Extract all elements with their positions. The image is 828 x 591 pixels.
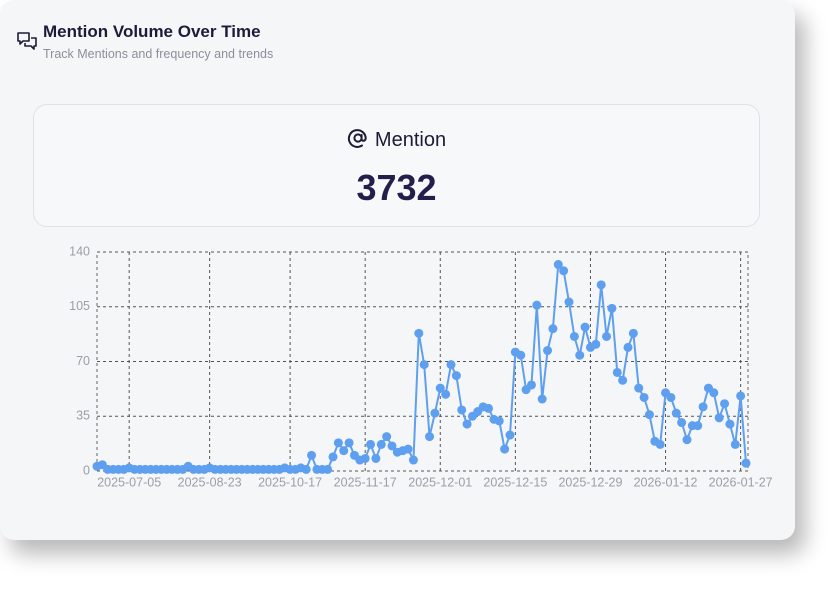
x-tick-label: 2026-01-27 — [709, 475, 773, 489]
point — [360, 453, 370, 463]
point — [720, 399, 730, 409]
point — [671, 408, 681, 418]
x-tick-label: 2025-07-05 — [97, 475, 161, 489]
x-tick-label: 2025-12-29 — [558, 475, 622, 489]
point — [457, 405, 467, 415]
stat-label: Mention — [374, 129, 447, 151]
point — [559, 266, 569, 276]
y-tick-label: 0 — [83, 463, 90, 477]
point — [446, 360, 456, 370]
point — [591, 339, 601, 349]
point — [526, 380, 536, 390]
point — [532, 300, 542, 310]
x-tick-label: 2026-01-12 — [634, 475, 698, 489]
point — [339, 446, 349, 456]
point — [575, 350, 585, 360]
chat-icon — [17, 32, 37, 50]
point — [553, 260, 563, 270]
point — [301, 464, 311, 474]
point — [414, 328, 424, 338]
point — [366, 439, 376, 449]
point — [307, 450, 317, 460]
point — [435, 383, 445, 393]
stat-box: Mention 3732 — [33, 104, 760, 227]
at-icon — [347, 129, 367, 148]
point — [693, 421, 703, 431]
point — [484, 403, 494, 413]
point — [387, 441, 397, 451]
point — [505, 430, 515, 440]
point — [618, 375, 628, 385]
point — [403, 444, 413, 454]
point — [677, 418, 687, 428]
point — [569, 331, 579, 341]
point — [462, 419, 472, 429]
point — [548, 324, 558, 334]
x-tick-label: 2025-10-17 — [258, 475, 322, 489]
point — [607, 303, 617, 313]
point — [612, 367, 622, 377]
point — [516, 350, 526, 360]
point — [666, 392, 676, 402]
point — [371, 453, 381, 463]
point — [639, 392, 649, 402]
point — [494, 416, 504, 426]
point — [564, 297, 574, 307]
point — [644, 410, 654, 420]
subtitle: Track Mentions and frequency and trends — [43, 47, 274, 61]
point — [328, 452, 338, 462]
point — [682, 435, 692, 445]
y-tick-label: 140 — [69, 244, 90, 258]
point — [714, 413, 724, 423]
x-tick-label: 2025-12-01 — [408, 475, 472, 489]
point — [580, 322, 590, 332]
point — [376, 439, 386, 449]
point — [451, 371, 461, 381]
x-tick-label: 2025-12-15 — [483, 475, 547, 489]
point — [736, 391, 746, 401]
point — [623, 342, 633, 352]
point — [730, 439, 740, 449]
point — [602, 331, 612, 341]
point — [430, 408, 440, 418]
point — [741, 458, 751, 468]
point — [655, 439, 665, 449]
y-tick-label: 105 — [69, 299, 90, 313]
point — [333, 438, 343, 448]
stat-label-row: Mention — [34, 127, 759, 152]
y-tick-label: 35 — [76, 409, 90, 423]
point — [500, 444, 510, 454]
point — [537, 394, 547, 404]
title: Mention Volume Over Time — [43, 22, 261, 41]
point — [419, 360, 429, 370]
point — [709, 388, 719, 398]
x-tick-label: 2025-08-23 — [178, 475, 242, 489]
point — [441, 389, 451, 399]
x-tick-label: 2025-11-17 — [334, 475, 397, 489]
point — [382, 432, 392, 442]
point — [425, 432, 435, 442]
point — [323, 464, 333, 474]
point — [543, 346, 553, 356]
stat-value: 3732 — [356, 167, 437, 208]
point — [408, 455, 418, 465]
y-tick-label: 70 — [76, 354, 90, 368]
point — [634, 383, 644, 393]
point — [725, 419, 735, 429]
point — [628, 328, 638, 338]
point — [596, 280, 606, 290]
point — [698, 402, 708, 412]
point — [344, 438, 354, 448]
